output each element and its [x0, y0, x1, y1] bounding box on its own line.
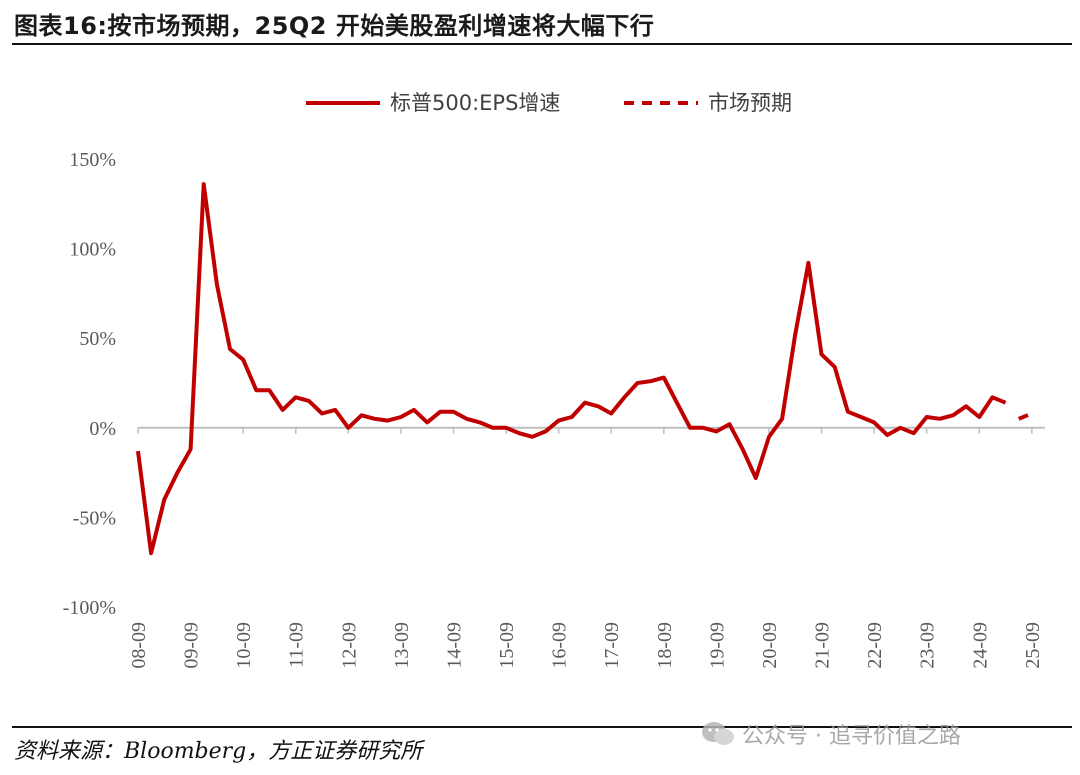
x-tick-label: 17-09 — [601, 622, 623, 669]
source-note: 资料来源：Bloomberg，方正证券研究所 — [14, 739, 423, 764]
eps-growth-chart: 标普500:EPS增速 市场预期 -100%-50%0%50%100%150% … — [63, 91, 1045, 669]
x-tick-label: 24-09 — [969, 622, 991, 669]
watermark-text: 公众号 · 追寻价值之路 — [742, 724, 961, 749]
x-tick-label: 21-09 — [812, 622, 834, 669]
x-tick-label: 13-09 — [391, 622, 413, 669]
x-tick-label: 12-09 — [338, 622, 360, 669]
x-tick-label: 23-09 — [917, 622, 939, 669]
wechat-icon — [702, 722, 734, 745]
y-tick-label: -100% — [63, 597, 116, 619]
plot-area — [136, 182, 1033, 556]
legend-label-forecast: 市场预期 — [708, 91, 792, 115]
x-tick-label: 09-09 — [181, 622, 203, 669]
x-tick-label: 20-09 — [759, 622, 781, 669]
y-axis: -100% -50% 0% 50% 100% 150% — [63, 149, 116, 619]
y-tick-label: -50% — [73, 507, 116, 529]
x-tick-label: 10-09 — [233, 622, 255, 669]
legend: 标普500:EPS增速 市场预期 — [306, 91, 792, 115]
x-tick-label: 08-09 — [128, 622, 150, 669]
y-tick-label: 0% — [89, 418, 116, 440]
footer-divider — [12, 726, 1072, 728]
forecast-series-line — [1017, 411, 1033, 421]
x-tick-label: 16-09 — [549, 622, 571, 669]
y-tick-label: 150% — [69, 149, 116, 171]
legend-label-eps: 标普500:EPS增速 — [390, 91, 560, 115]
x-tick-label: 14-09 — [443, 622, 465, 669]
y-tick-label: 50% — [79, 328, 116, 350]
eps-growth-series-line — [136, 182, 1007, 556]
y-tick-label: 100% — [69, 239, 116, 261]
x-tick-label: 11-09 — [286, 622, 308, 668]
figure-title: 图表16:按市场预期，25Q2 开始美股盈利增速将大幅下行 — [14, 12, 655, 40]
x-tick-label: 18-09 — [654, 622, 676, 669]
x-tick-label: 19-09 — [706, 622, 728, 669]
x-tick-label: 25-09 — [1022, 622, 1044, 669]
watermark: 公众号 · 追寻价值之路 — [700, 718, 961, 750]
x-tick-label: 22-09 — [864, 622, 886, 669]
x-tick-label: 15-09 — [496, 622, 518, 669]
x-axis: 08-09 09-09 10-09 11-09 12-09 13-09 14-09 15-09… — [128, 426, 1045, 669]
title-divider — [12, 43, 1072, 45]
